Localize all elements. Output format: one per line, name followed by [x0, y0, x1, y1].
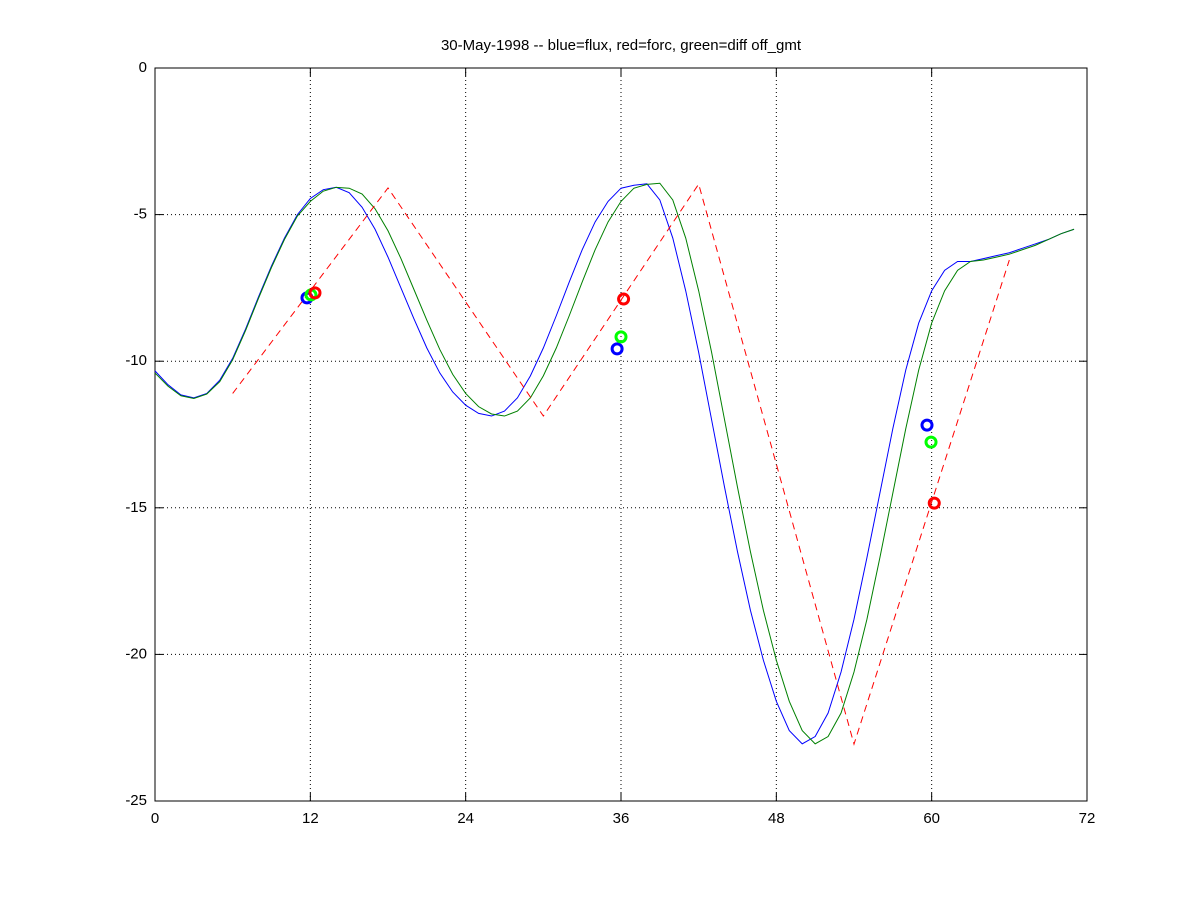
- y-tick-label: -5: [134, 206, 147, 223]
- marker: [920, 418, 934, 432]
- data-line: [154, 183, 1075, 745]
- data-line: [232, 182, 1010, 746]
- x-tick-label: 36: [613, 810, 630, 827]
- marker: [924, 435, 938, 449]
- y-tick-label: -10: [125, 352, 147, 369]
- x-tick-label: 0: [151, 810, 159, 827]
- y-tick-label: -15: [125, 499, 147, 516]
- x-tick-label: 24: [457, 810, 474, 827]
- marker: [927, 496, 941, 510]
- x-tick-label: 60: [923, 810, 940, 827]
- y-tick-label: -25: [125, 792, 147, 809]
- x-tick-label: 12: [302, 810, 319, 827]
- marker: [617, 292, 631, 306]
- marker: [308, 286, 322, 300]
- data-line: [154, 182, 1075, 745]
- y-tick-label: -20: [125, 645, 147, 662]
- marker: [614, 330, 628, 344]
- x-tick-label: 72: [1079, 810, 1096, 827]
- x-tick-label: 48: [768, 810, 785, 827]
- plot-frame: [154, 67, 1088, 802]
- chart-title: 30-May-1998 -- blue=flux, red=forc, gree…: [441, 37, 802, 54]
- y-tick-label: 0: [139, 59, 147, 76]
- marker: [610, 342, 624, 356]
